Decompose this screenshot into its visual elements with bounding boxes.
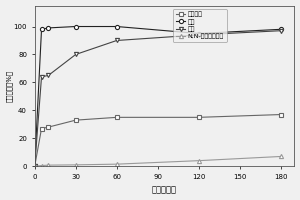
甲醇	[279, 30, 283, 32]
甲苯	[115, 25, 119, 28]
甲苯	[46, 27, 50, 29]
二氯甲烷	[33, 165, 37, 167]
X-axis label: 时间（秒）: 时间（秒）	[152, 185, 177, 194]
甲醇	[33, 165, 37, 167]
N,N-二甲基甲酰胺	[33, 165, 37, 167]
N,N-二甲基甲酰胺	[115, 163, 119, 165]
二氯甲烷	[40, 127, 43, 130]
甲苯	[33, 165, 37, 167]
N,N-二甲基甲酰胺	[197, 159, 200, 162]
N,N-二甲基甲酰胺	[46, 164, 50, 166]
二氯甲烷	[74, 119, 77, 121]
Legend: 二氯甲烷, 甲苯, 甲醇, N,N-二甲基甲酰胺: 二氯甲烷, 甲苯, 甲醇, N,N-二甲基甲酰胺	[173, 9, 226, 42]
甲醇	[197, 34, 200, 36]
N,N-二甲基甲酰胺	[279, 155, 283, 158]
甲醇	[115, 39, 119, 42]
Y-axis label: 荆光强度（%）: 荆光强度（%）	[6, 70, 12, 102]
二氯甲烷	[115, 116, 119, 119]
甲醇	[74, 53, 77, 56]
甲醇	[40, 76, 43, 78]
甲醇	[46, 74, 50, 77]
甲苯	[197, 32, 200, 35]
Line: 甲苯: 甲苯	[33, 24, 283, 168]
N,N-二甲基甲酰胺	[40, 164, 43, 167]
Line: 二氯甲烷: 二氯甲烷	[33, 112, 283, 168]
甲苯	[279, 28, 283, 31]
二氯甲烷	[279, 113, 283, 116]
甲苯	[40, 28, 43, 31]
二氯甲烷	[46, 126, 50, 128]
N,N-二甲基甲酰胺	[74, 164, 77, 166]
Line: 甲醇: 甲醇	[33, 29, 283, 168]
Line: N,N-二甲基甲酰胺: N,N-二甲基甲酰胺	[33, 154, 283, 168]
二氯甲烷	[197, 116, 200, 119]
甲苯	[74, 25, 77, 28]
